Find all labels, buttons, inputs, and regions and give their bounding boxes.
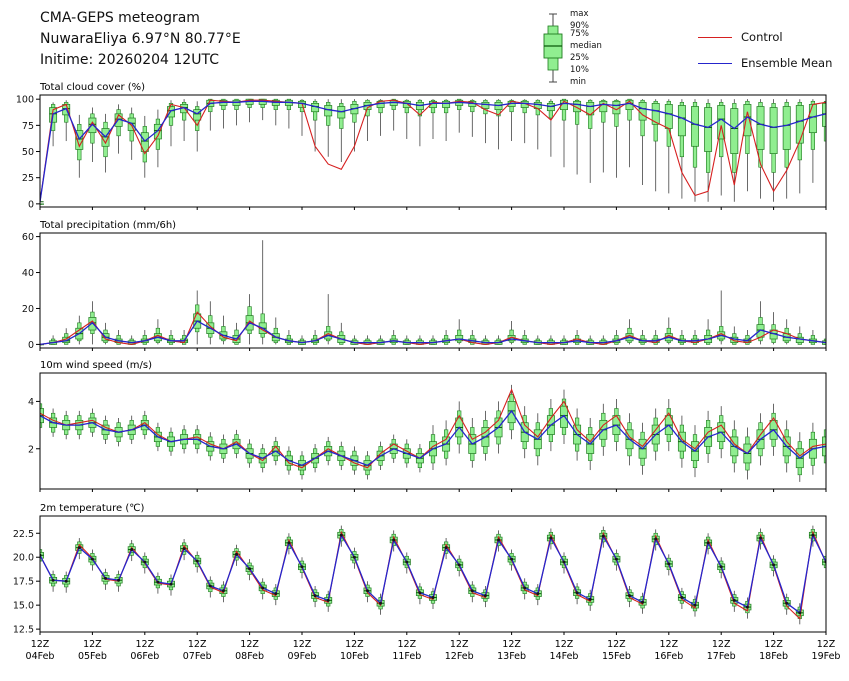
svg-text:15Feb: 15Feb <box>602 651 631 662</box>
svg-text:04Feb: 04Feb <box>26 651 55 662</box>
svg-text:20.0: 20.0 <box>13 553 34 564</box>
svg-text:14Feb: 14Feb <box>550 651 579 662</box>
svg-text:4: 4 <box>28 397 34 408</box>
svg-text:75: 75 <box>22 121 34 132</box>
svg-text:12Feb: 12Feb <box>445 651 474 662</box>
svg-text:12Z: 12Z <box>712 639 731 650</box>
init-time: Initime: 20260204 12UTC <box>40 52 219 68</box>
svg-text:13Feb: 13Feb <box>497 651 526 662</box>
svg-text:10m wind speed (m/s): 10m wind speed (m/s) <box>40 360 152 371</box>
legend-label-25pct: 25% <box>570 53 589 63</box>
station-location: NuwaraEliya 6.97°N 80.77°E <box>40 31 241 47</box>
legend-item-ensemble-mean: Ensemble Mean <box>698 56 832 70</box>
svg-text:12Z: 12Z <box>397 639 416 650</box>
svg-text:12Z: 12Z <box>240 639 259 650</box>
svg-text:06Feb: 06Feb <box>130 651 159 662</box>
svg-text:15.0: 15.0 <box>13 601 34 612</box>
svg-text:18Feb: 18Feb <box>759 651 788 662</box>
svg-text:08Feb: 08Feb <box>235 651 264 662</box>
svg-text:19Feb: 19Feb <box>812 651 841 662</box>
svg-text:12Z: 12Z <box>607 639 626 650</box>
svg-text:12Z: 12Z <box>83 639 102 650</box>
legend-label-min: min <box>570 77 587 87</box>
legend-label-median: median <box>570 41 602 51</box>
control-line-swatch <box>698 36 732 38</box>
ensemble-mean-line-swatch <box>698 62 732 64</box>
svg-text:12Z: 12Z <box>659 639 678 650</box>
svg-text:40: 40 <box>22 268 34 279</box>
svg-text:17Feb: 17Feb <box>707 651 736 662</box>
svg-text:12Z: 12Z <box>188 639 207 650</box>
page-title: CMA-GEPS meteogram <box>40 10 200 26</box>
legend-label-max: max <box>570 9 589 19</box>
svg-text:09Feb: 09Feb <box>288 651 317 662</box>
svg-text:100: 100 <box>16 95 34 106</box>
svg-text:07Feb: 07Feb <box>183 651 212 662</box>
svg-text:10Feb: 10Feb <box>340 651 369 662</box>
boxplot-legend: max 90% 75% median 25% 10% min <box>540 8 670 90</box>
svg-text:11Feb: 11Feb <box>392 651 421 662</box>
legend-label-10pct: 10% <box>570 65 589 75</box>
legend-label-ensemble-mean: Ensemble Mean <box>741 56 833 70</box>
svg-text:50: 50 <box>22 147 34 158</box>
svg-text:12Z: 12Z <box>817 639 836 650</box>
svg-text:Total cloud cover (%): Total cloud cover (%) <box>39 82 145 93</box>
svg-text:17.5: 17.5 <box>13 577 34 588</box>
boxplot-legend-icon <box>543 13 563 83</box>
chart-header: CMA-GEPS meteogram NuwaraEliya 6.97°N 80… <box>40 8 241 71</box>
svg-text:16Feb: 16Feb <box>654 651 683 662</box>
svg-text:0: 0 <box>28 199 34 210</box>
svg-text:12Z: 12Z <box>345 639 364 650</box>
svg-text:12Z: 12Z <box>502 639 521 650</box>
svg-text:12Z: 12Z <box>450 639 469 650</box>
svg-text:12.5: 12.5 <box>13 625 34 636</box>
legend-item-control: Control <box>698 30 783 44</box>
svg-text:12Z: 12Z <box>135 639 154 650</box>
svg-text:2m temperature (℃): 2m temperature (℃) <box>40 503 144 514</box>
legend-label-75pct: 75% <box>570 29 589 39</box>
svg-text:12Z: 12Z <box>764 639 783 650</box>
svg-text:25: 25 <box>22 173 34 184</box>
svg-text:05Feb: 05Feb <box>78 651 107 662</box>
svg-text:60: 60 <box>22 232 34 243</box>
svg-text:12Z: 12Z <box>31 639 50 650</box>
svg-text:2: 2 <box>28 444 34 455</box>
svg-text:20: 20 <box>22 304 34 315</box>
svg-text:12Z: 12Z <box>555 639 574 650</box>
svg-text:22.5: 22.5 <box>13 529 34 540</box>
svg-text:0: 0 <box>28 340 34 351</box>
legend-label-control: Control <box>741 30 783 44</box>
svg-text:Total precipitation (mm/6h): Total precipitation (mm/6h) <box>39 220 176 231</box>
legend-label-90pct: 90% <box>570 21 589 31</box>
svg-text:12Z: 12Z <box>293 639 312 650</box>
